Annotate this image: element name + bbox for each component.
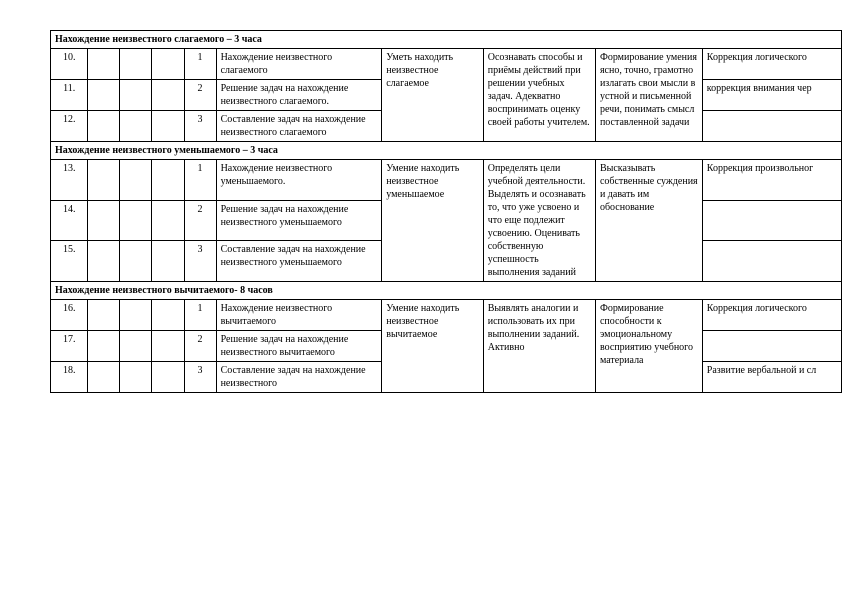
- sequence-number: 2: [184, 331, 216, 362]
- table-row: 16.1Нахождение неизвестного вычитаемогоУ…: [51, 300, 842, 331]
- row-number: 15.: [51, 241, 88, 282]
- row-number: 11.: [51, 80, 88, 111]
- empty-cell: [152, 49, 184, 80]
- empty-cell: [152, 241, 184, 282]
- empty-cell: [88, 241, 120, 282]
- empty-cell: [120, 80, 152, 111]
- lesson-topic: Нахождение неизвестного вычитаемого: [216, 300, 382, 331]
- table-row: 13. 1Нахождение неизвестного уменьшаемого…: [51, 160, 842, 201]
- section-title: Нахождение неизвестного слагаемого – 3 ч…: [51, 31, 842, 49]
- lesson-topic: Решение задач на нахождение неизвестного…: [216, 200, 382, 241]
- lesson-topic: Составление задач на нахождение неизвест…: [216, 362, 382, 393]
- row-number: 17.: [51, 331, 88, 362]
- correction-cell: коррекция внимания чер: [702, 80, 841, 111]
- sequence-number: 1: [184, 49, 216, 80]
- empty-cell: [152, 111, 184, 142]
- empty-cell: [152, 331, 184, 362]
- empty-cell: [152, 80, 184, 111]
- formation-cell: Формирование способности к эмоциональном…: [595, 300, 702, 393]
- empty-cell: [88, 80, 120, 111]
- sequence-number: 3: [184, 111, 216, 142]
- table-row: 10.1Нахождение неизвестного слагаемогоУм…: [51, 49, 842, 80]
- correction-cell: Коррекция произвольног: [702, 160, 841, 201]
- correction-cell: [702, 111, 841, 142]
- empty-cell: [152, 200, 184, 241]
- sequence-number: 2: [184, 200, 216, 241]
- formation-cell: Высказывать собственные суждения и дават…: [595, 160, 702, 282]
- empty-cell: [88, 362, 120, 393]
- empty-cell: [88, 49, 120, 80]
- row-number: 10.: [51, 49, 88, 80]
- empty-cell: [120, 200, 152, 241]
- sequence-number: 1: [184, 160, 216, 201]
- sequence-number: 1: [184, 300, 216, 331]
- sequence-number: 3: [184, 362, 216, 393]
- correction-cell: Коррекция логического: [702, 49, 841, 80]
- section-title: Нахождение неизвестного вычитаемого- 8 ч…: [51, 282, 842, 300]
- lesson-topic: Решение задач на нахождение неизвестного…: [216, 80, 382, 111]
- sequence-number: 3: [184, 241, 216, 282]
- correction-cell: Коррекция логического: [702, 300, 841, 331]
- empty-cell: [88, 200, 120, 241]
- lesson-topic: Решение задач на нахождение неизвестного…: [216, 331, 382, 362]
- empty-cell: [152, 160, 184, 201]
- row-number: 13.: [51, 160, 88, 201]
- lesson-topic: Нахождение неизвестного уменьшаемого.: [216, 160, 382, 201]
- empty-cell: [152, 300, 184, 331]
- correction-cell: [702, 331, 841, 362]
- skill-cell: Умение находить неизвестное уменьшаемое: [382, 160, 484, 282]
- skill-cell: Уметь находить неизвестное слагаемое: [382, 49, 484, 142]
- section-title: Нахождение неизвестного уменьшаемого – 3…: [51, 142, 842, 160]
- empty-cell: [88, 300, 120, 331]
- correction-cell: [702, 200, 841, 241]
- empty-cell: [120, 241, 152, 282]
- lesson-topic: Составление задач на нахождение неизвест…: [216, 111, 382, 142]
- row-number: 18.: [51, 362, 88, 393]
- metasubject-cell: Выявлять аналогии и использовать их при …: [483, 300, 595, 393]
- empty-cell: [120, 111, 152, 142]
- formation-cell: Формирование умения ясно, точно, грамотн…: [595, 49, 702, 142]
- empty-cell: [88, 111, 120, 142]
- empty-cell: [120, 49, 152, 80]
- empty-cell: [152, 362, 184, 393]
- empty-cell: [120, 160, 152, 201]
- row-number: 12.: [51, 111, 88, 142]
- lesson-topic: Нахождение неизвестного слагаемого: [216, 49, 382, 80]
- curriculum-table: Нахождение неизвестного слагаемого – 3 ч…: [50, 30, 842, 393]
- correction-cell: [702, 241, 841, 282]
- metasubject-cell: Осознавать способы и приёмы действий при…: [483, 49, 595, 142]
- correction-cell: Развитие вербальной и сл: [702, 362, 841, 393]
- row-number: 14.: [51, 200, 88, 241]
- lesson-topic: Составление задач на нахождение неизвест…: [216, 241, 382, 282]
- empty-cell: [120, 331, 152, 362]
- empty-cell: [88, 331, 120, 362]
- metasubject-cell: Определять цели учебной деятельности. Вы…: [483, 160, 595, 282]
- empty-cell: [88, 160, 120, 201]
- empty-cell: [120, 362, 152, 393]
- empty-cell: [120, 300, 152, 331]
- skill-cell: Умение находить неизвестное вычитаемое: [382, 300, 484, 393]
- sequence-number: 2: [184, 80, 216, 111]
- row-number: 16.: [51, 300, 88, 331]
